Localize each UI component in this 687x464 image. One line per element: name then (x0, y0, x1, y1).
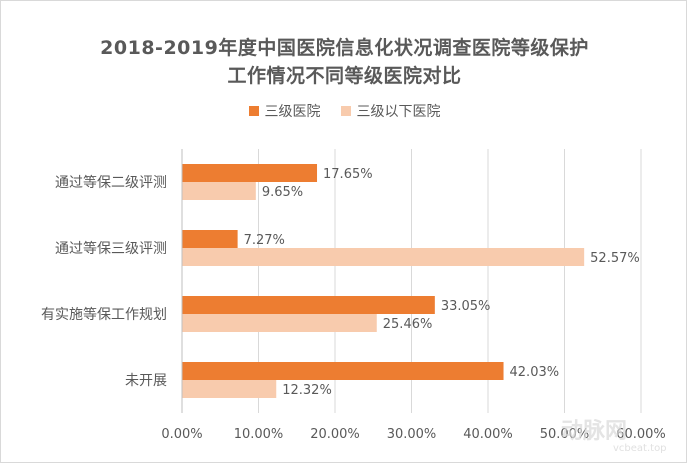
legend-label-series-2: 三级以下医院 (356, 104, 441, 120)
category-label: 通过等保三级评测 (55, 240, 167, 257)
x-tick-label: 50.00% (540, 427, 590, 442)
x-tick-label: 20.00% (310, 427, 360, 442)
chart-legend: 三级医院 三级以下医院 (1, 101, 687, 121)
data-label: 12.32% (282, 383, 332, 398)
x-tick-label: 60.00% (616, 427, 666, 442)
bar-series-2 (182, 248, 585, 266)
bar-series-2 (182, 182, 256, 200)
legend-item-series-1: 三级医院 (248, 101, 321, 121)
legend-swatch-series-1 (248, 106, 259, 116)
x-tick-label: 0.00% (161, 427, 202, 442)
bar-series-1 (182, 362, 504, 380)
data-label: 25.46% (383, 317, 433, 332)
category-label: 未开展 (125, 373, 167, 389)
data-label: 33.05% (441, 299, 491, 314)
chart-title: 2018-2019年度中国医院信息化状况调查医院等级保护 (100, 37, 589, 59)
x-tick-label: 30.00% (387, 427, 437, 442)
bar-series-2 (182, 314, 377, 332)
legend-swatch-series-2 (340, 106, 351, 116)
bar-series-1 (182, 230, 238, 248)
data-label: 42.03% (510, 365, 560, 380)
watermark-url: vcbeat.top (613, 443, 667, 454)
category-label: 有实施等保工作规划 (41, 306, 167, 323)
data-label: 17.65% (323, 167, 373, 182)
data-label: 52.57% (590, 251, 640, 266)
category-label: 通过等保二级评测 (55, 174, 167, 191)
watermark-logo: 动脉网 (561, 419, 628, 444)
data-label: 7.27% (244, 233, 285, 248)
x-tick-label: 40.00% (463, 427, 513, 442)
bar-series-1 (182, 296, 435, 314)
bar-series-2 (182, 380, 277, 398)
data-label: 9.65% (262, 185, 303, 200)
legend-item-series-2: 三级以下医院 (340, 101, 441, 121)
bar-series-1 (182, 164, 318, 182)
chart-subtitle: 工作情况不同等级医院对比 (227, 65, 462, 87)
x-tick-label: 10.00% (234, 427, 284, 442)
legend-label-series-1: 三级医院 (264, 104, 321, 120)
